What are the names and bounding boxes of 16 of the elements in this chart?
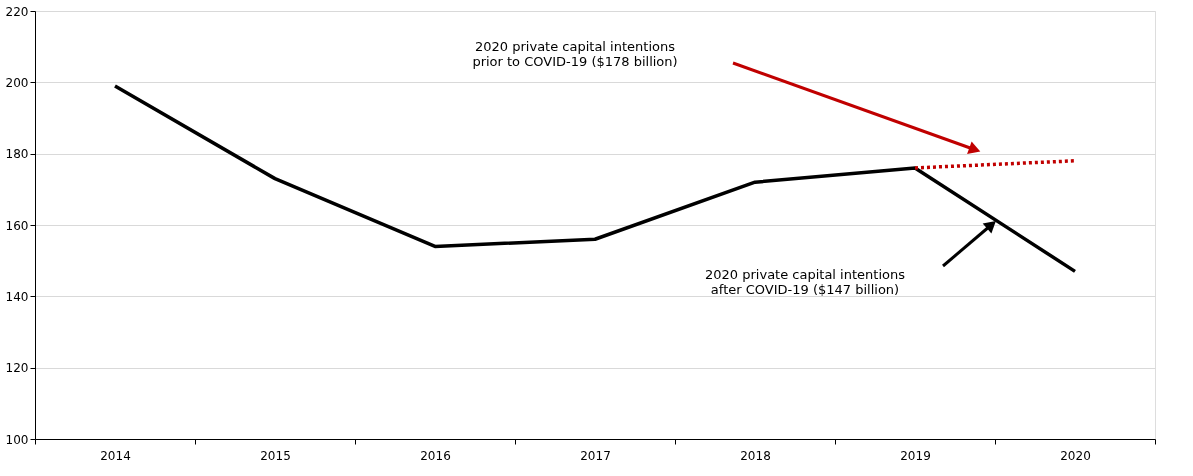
- x-tick-label: 2014: [100, 448, 131, 463]
- y-tick-label: 200: [5, 75, 29, 90]
- x-tick-label: 2016: [420, 448, 451, 463]
- y-tick-label: 160: [5, 218, 29, 233]
- y-tick-label: 120: [5, 361, 29, 376]
- x-tick-label: 2019: [900, 448, 931, 463]
- y-tick-label: 100: [5, 432, 29, 447]
- y-tick-label: 180: [5, 147, 29, 162]
- x-tick-label: 2015: [260, 448, 291, 463]
- annotation: 2020 private capital intentions prior to COVID-19 ($178 billion): [472, 39, 678, 69]
- annotation: 2020 private capital intentions after COVID-19 ($147 billion): [705, 267, 906, 297]
- y-tick-label: 220: [5, 4, 29, 19]
- y-tick-label: 140: [5, 289, 29, 304]
- x-tick-label: 2020: [1060, 448, 1091, 463]
- x-tick-label: 2017: [580, 448, 611, 463]
- x-tick-label: 2018: [740, 448, 771, 463]
